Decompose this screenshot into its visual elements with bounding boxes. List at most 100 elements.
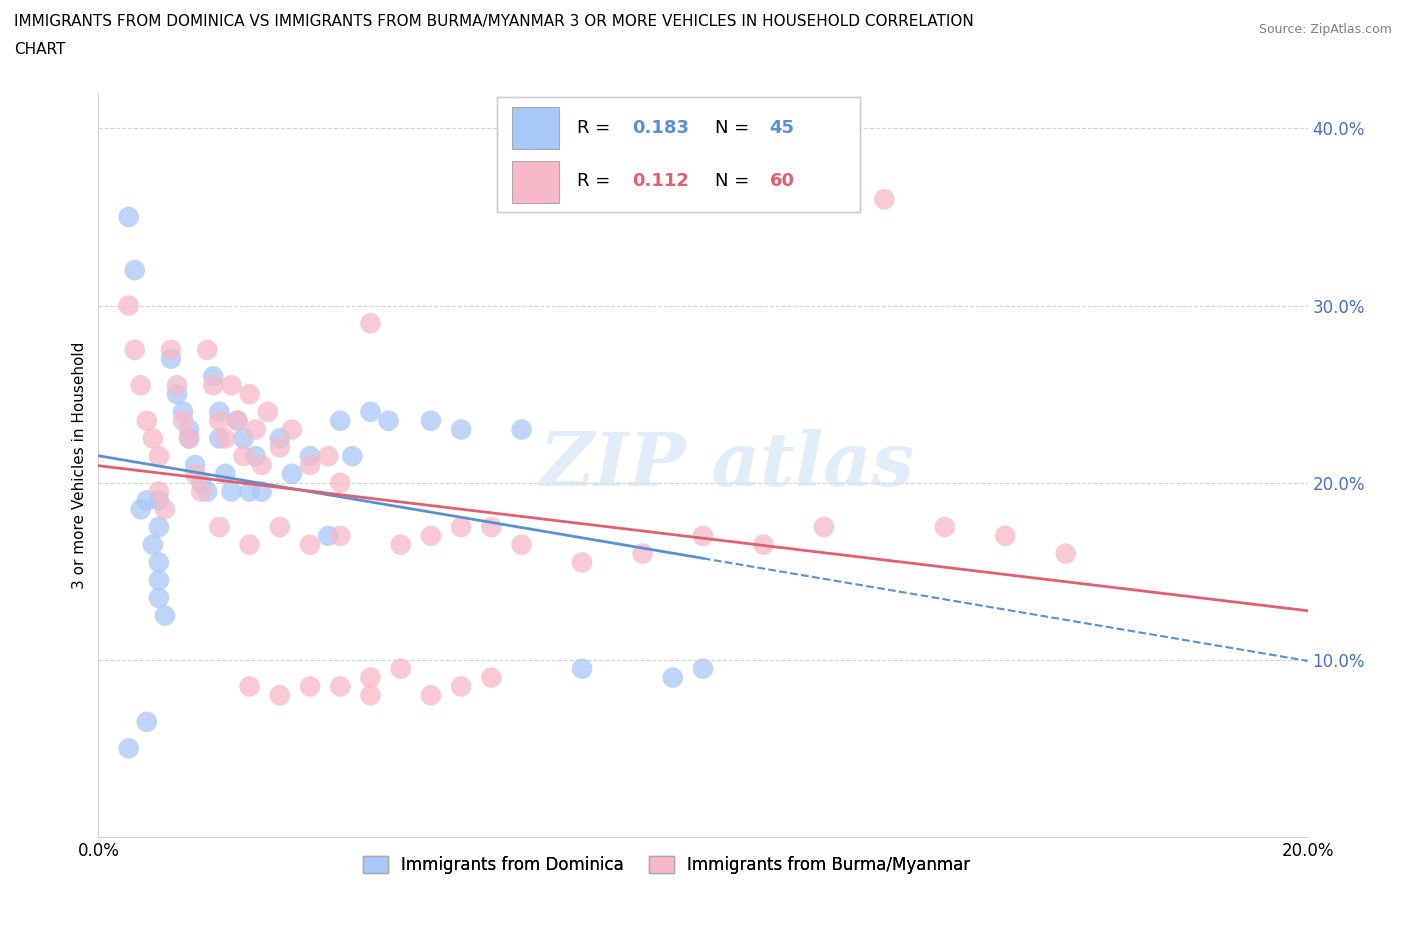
Point — [148, 493, 170, 508]
Point — [571, 555, 593, 570]
Point — [118, 299, 141, 313]
Point — [179, 422, 201, 437]
Point — [1054, 546, 1077, 561]
Point — [481, 671, 503, 685]
Point — [250, 458, 273, 472]
Point — [631, 546, 654, 561]
Point — [692, 661, 714, 676]
Point — [148, 448, 170, 463]
Point — [269, 520, 291, 535]
Point — [179, 431, 201, 445]
Point — [148, 573, 170, 588]
Point — [360, 671, 382, 685]
Point — [450, 679, 472, 694]
Point — [250, 485, 273, 499]
Point — [226, 413, 249, 428]
Point — [184, 467, 207, 482]
Point — [208, 520, 231, 535]
Point — [118, 209, 141, 224]
Point — [160, 342, 183, 357]
Point — [813, 520, 835, 535]
Point — [179, 431, 201, 445]
Point — [232, 448, 254, 463]
Point — [195, 485, 218, 499]
Point — [190, 475, 212, 490]
Point — [481, 520, 503, 535]
Point — [214, 431, 236, 445]
Point — [269, 431, 291, 445]
Point — [142, 538, 165, 552]
Point — [124, 262, 146, 277]
Point — [299, 448, 322, 463]
Point — [239, 679, 262, 694]
Point — [239, 538, 262, 552]
Point — [148, 520, 170, 535]
Point — [934, 520, 956, 535]
Point — [329, 528, 352, 543]
Point — [299, 458, 322, 472]
Point — [360, 405, 382, 419]
Point — [281, 467, 304, 482]
Point — [148, 555, 170, 570]
Point — [329, 413, 352, 428]
Point — [208, 413, 231, 428]
Point — [510, 538, 533, 552]
Point — [873, 192, 896, 206]
Point — [269, 688, 291, 703]
Point — [450, 520, 472, 535]
Point — [420, 528, 443, 543]
Text: IMMIGRANTS FROM DOMINICA VS IMMIGRANTS FROM BURMA/MYANMAR 3 OR MORE VEHICLES IN : IMMIGRANTS FROM DOMINICA VS IMMIGRANTS F… — [14, 14, 974, 29]
Point — [360, 688, 382, 703]
Point — [389, 538, 412, 552]
Point — [281, 422, 304, 437]
Point — [342, 448, 364, 463]
Point — [299, 679, 322, 694]
Point — [118, 741, 141, 756]
Point — [239, 485, 262, 499]
Point — [129, 378, 152, 392]
Text: CHART: CHART — [14, 42, 66, 57]
Point — [221, 378, 243, 392]
Point — [269, 440, 291, 455]
Point — [124, 342, 146, 357]
Point — [232, 431, 254, 445]
Point — [316, 528, 339, 543]
Point — [450, 422, 472, 437]
Point — [299, 538, 322, 552]
Point — [329, 475, 352, 490]
Point — [142, 431, 165, 445]
Point — [245, 422, 267, 437]
Point — [377, 413, 399, 428]
Point — [153, 502, 176, 517]
Point — [661, 671, 683, 685]
Point — [752, 538, 775, 552]
Y-axis label: 3 or more Vehicles in Household: 3 or more Vehicles in Household — [72, 341, 87, 589]
Point — [172, 405, 194, 419]
Point — [329, 679, 352, 694]
Point — [184, 458, 207, 472]
Point — [153, 608, 176, 623]
Point — [214, 467, 236, 482]
Point — [571, 661, 593, 676]
Point — [160, 352, 183, 366]
Point — [316, 448, 339, 463]
Point — [195, 342, 218, 357]
Point — [166, 387, 188, 402]
Point — [239, 387, 262, 402]
Point — [208, 431, 231, 445]
Point — [245, 448, 267, 463]
Point — [202, 369, 225, 384]
Point — [129, 502, 152, 517]
Point — [226, 413, 249, 428]
Point — [994, 528, 1017, 543]
Point — [135, 413, 157, 428]
Text: Source: ZipAtlas.com: Source: ZipAtlas.com — [1258, 23, 1392, 36]
Point — [172, 413, 194, 428]
Point — [202, 378, 225, 392]
Point — [420, 413, 443, 428]
Point — [135, 714, 157, 729]
Point — [389, 661, 412, 676]
Point — [148, 591, 170, 605]
Point — [360, 316, 382, 331]
Point — [510, 422, 533, 437]
